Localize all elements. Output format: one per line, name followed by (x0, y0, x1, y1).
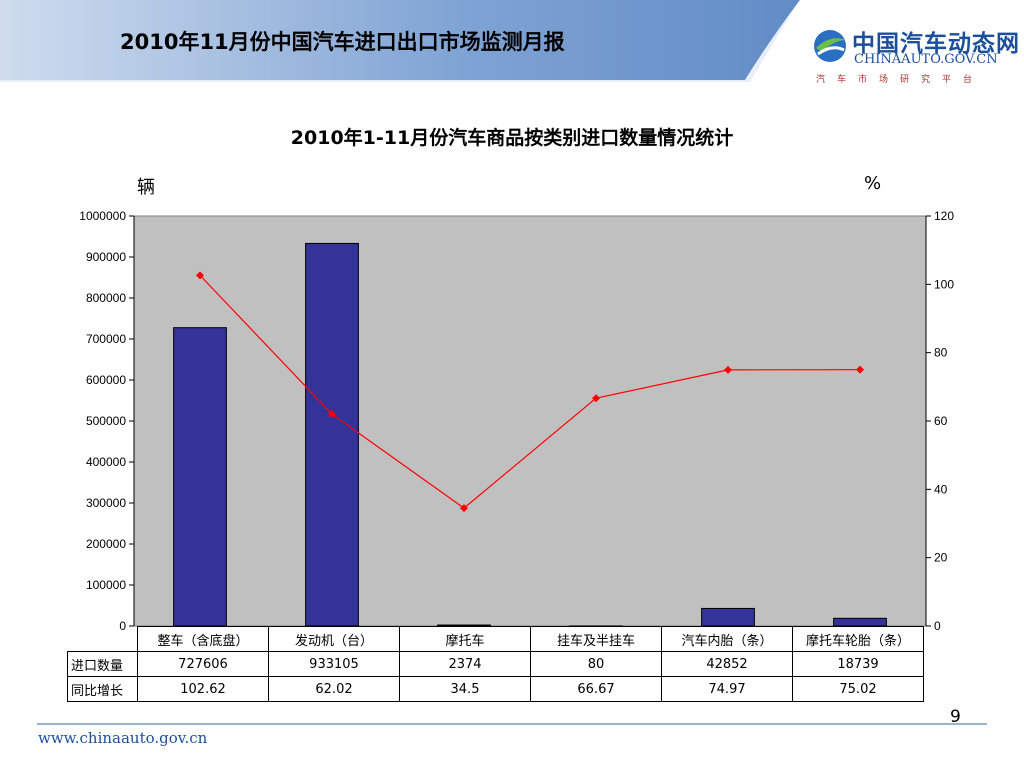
table-row-header: 进口数量 (67, 651, 138, 677)
plot-area (133, 215, 927, 627)
table-value-cell: 18739 (792, 651, 924, 677)
table-category-cell: 发动机（台） (268, 626, 400, 652)
table-corner-cell (68, 627, 138, 652)
left-axis-tick-label: 1000000 (79, 209, 126, 223)
line-point (592, 394, 600, 403)
table-category-cell: 摩托车轮胎（条） (792, 626, 924, 652)
left-axis-tick-label: 0 (119, 619, 126, 633)
line-point (724, 365, 732, 374)
table-category-cell: 摩托车 (399, 626, 531, 652)
bar (173, 327, 227, 627)
header-band (0, 0, 1024, 82)
left-axis-tick-label: 100000 (86, 578, 126, 592)
table-row: 进口数量 727606 933105 2374 80 42852 18739 (67, 651, 924, 677)
left-axis-tick-label: 900000 (86, 250, 126, 264)
table-value-cell: 933105 (268, 651, 400, 677)
table-value-cell: 102.62 (137, 676, 269, 702)
report-title: 2010年11月份中国汽车进口出口市场监测月报 (120, 30, 565, 54)
series-name-label: 进口数量 (71, 658, 124, 674)
chart-title: 2010年1-11月份汽车商品按类别进口数量情况统计 (290, 127, 734, 149)
chart-data-table: 整车（含底盘） 发动机（台） 摩托车 挂车及半挂车 汽车内胎（条） 摩托车轮胎（… (67, 626, 924, 702)
right-axis-tick-label: 100 (934, 277, 954, 291)
table-row-header: 同比增长 (67, 676, 138, 702)
series-name-label: 同比增长 (71, 683, 124, 699)
table-value-cell: 42852 (661, 651, 793, 677)
footer-divider (37, 723, 987, 725)
left-axis-tick-label: 500000 (86, 414, 126, 428)
line-point (328, 410, 336, 419)
table-value-cell: 62.02 (268, 676, 400, 702)
globe-logo-icon (814, 30, 846, 62)
table-value-cell: 34.5 (399, 676, 531, 702)
left-axis-unit: 辆 (137, 177, 155, 198)
combo-chart: 0 100000 200000 300000 400000 500000 600000 700… (79, 209, 954, 633)
left-axis-tick-label: 600000 (86, 373, 126, 387)
right-axis-tick-label: 120 (934, 209, 954, 223)
line-point (460, 504, 468, 513)
table-value-cell: 66.67 (530, 676, 662, 702)
table-value-cell: 80 (530, 651, 662, 677)
table-row: 同比增长 102.62 62.02 34.5 66.67 74.97 75.02 (67, 676, 924, 702)
slide-header: 2010年11月份中国汽车进口出口市场监测月报 中国汽车动态网 CHINAAUT… (0, 0, 1024, 95)
chinaauto-logo[interactable]: 中国汽车动态网 CHINAAUTO.GOV.CN 汽车市场研究平台 (808, 22, 1019, 92)
right-axis-tick-label: 20 (934, 551, 948, 565)
right-axis-unit: % (864, 173, 882, 194)
table-value-cell: 75.02 (792, 676, 924, 702)
footer-url[interactable]: www.chinaauto.gov.cn (38, 729, 208, 747)
table-category-cell: 挂车及半挂车 (530, 626, 662, 652)
table-header-row: 整车（含底盘） 发动机（台） 摩托车 挂车及半挂车 汽车内胎（条） 摩托车轮胎（… (68, 626, 924, 652)
left-axis-tick-label: 300000 (86, 496, 126, 510)
bar (305, 242, 359, 627)
right-axis-tick-label: 40 (934, 482, 948, 496)
right-axis-tick-label: 0 (934, 619, 941, 633)
table-category-cell: 整车（含底盘） (137, 626, 269, 652)
table-value-cell: 2374 (399, 651, 531, 677)
right-axis-tick-label: 60 (934, 414, 948, 428)
right-axis-tick-label: 80 (934, 346, 948, 360)
left-axis-tick-label: 700000 (86, 332, 126, 346)
bar (833, 617, 887, 627)
page-number: 9 (950, 707, 961, 727)
table-value-cell: 727606 (137, 651, 269, 677)
line-point (856, 365, 864, 374)
logo-main-text: 中国汽车动态网 (852, 31, 1020, 57)
logo-subtitle-text: 汽车市场研究平台 (816, 75, 985, 85)
table-category-cell: 汽车内胎（条） (661, 626, 793, 652)
left-axis-tick-label: 200000 (86, 537, 126, 551)
line-point (196, 271, 204, 280)
bar (701, 607, 755, 627)
growth-line (199, 274, 861, 509)
left-axis-tick-label: 400000 (86, 455, 126, 469)
left-axis-tick-label: 800000 (86, 291, 126, 305)
logo-domain-text: CHINAAUTO.GOV.CN (854, 52, 998, 67)
table-value-cell: 74.97 (661, 676, 793, 702)
